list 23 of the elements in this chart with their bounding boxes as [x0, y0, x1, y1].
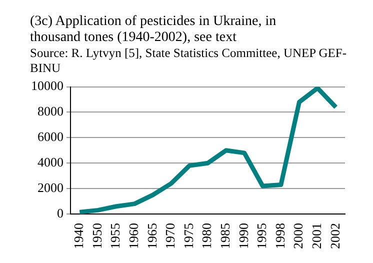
source-note: Source: R. Lytvyn [5], State Statistics Committee, UNEP GEF-BINU — [30, 46, 348, 76]
x-tick-label: 1998 — [272, 223, 288, 249]
x-tick-label: 1940 — [71, 223, 86, 249]
y-tick-label: 0 — [57, 205, 64, 220]
x-tick-label: 2000 — [290, 223, 306, 249]
x-tick-label: 1985 — [217, 223, 232, 249]
y-tick-label: 10000 — [31, 78, 64, 94]
x-tick-label: 1965 — [144, 223, 160, 249]
x-tick-label: 2002 — [327, 223, 342, 249]
x-tick-label: 1980 — [199, 223, 214, 249]
y-tick-label: 8000 — [38, 104, 64, 119]
x-tick-label: 1970 — [162, 223, 178, 249]
x-tick-label: 1955 — [108, 223, 123, 249]
x-tick-label: 1960 — [126, 223, 141, 249]
y-tick-label: 2000 — [38, 180, 64, 195]
x-tick-label: 1990 — [236, 223, 251, 249]
x-tick-label: 1975 — [180, 223, 196, 249]
y-tick-label: 4000 — [38, 154, 64, 170]
y-tick-label: 6000 — [38, 129, 64, 144]
x-tick-label: 2001 — [308, 223, 324, 249]
x-tick-label: 1995 — [254, 223, 270, 249]
x-tick-label: 1950 — [89, 223, 104, 249]
chart-title: (3c) Application of pesticides in Ukraine, in thousand tones (1940-2002), see text — [30, 14, 278, 46]
